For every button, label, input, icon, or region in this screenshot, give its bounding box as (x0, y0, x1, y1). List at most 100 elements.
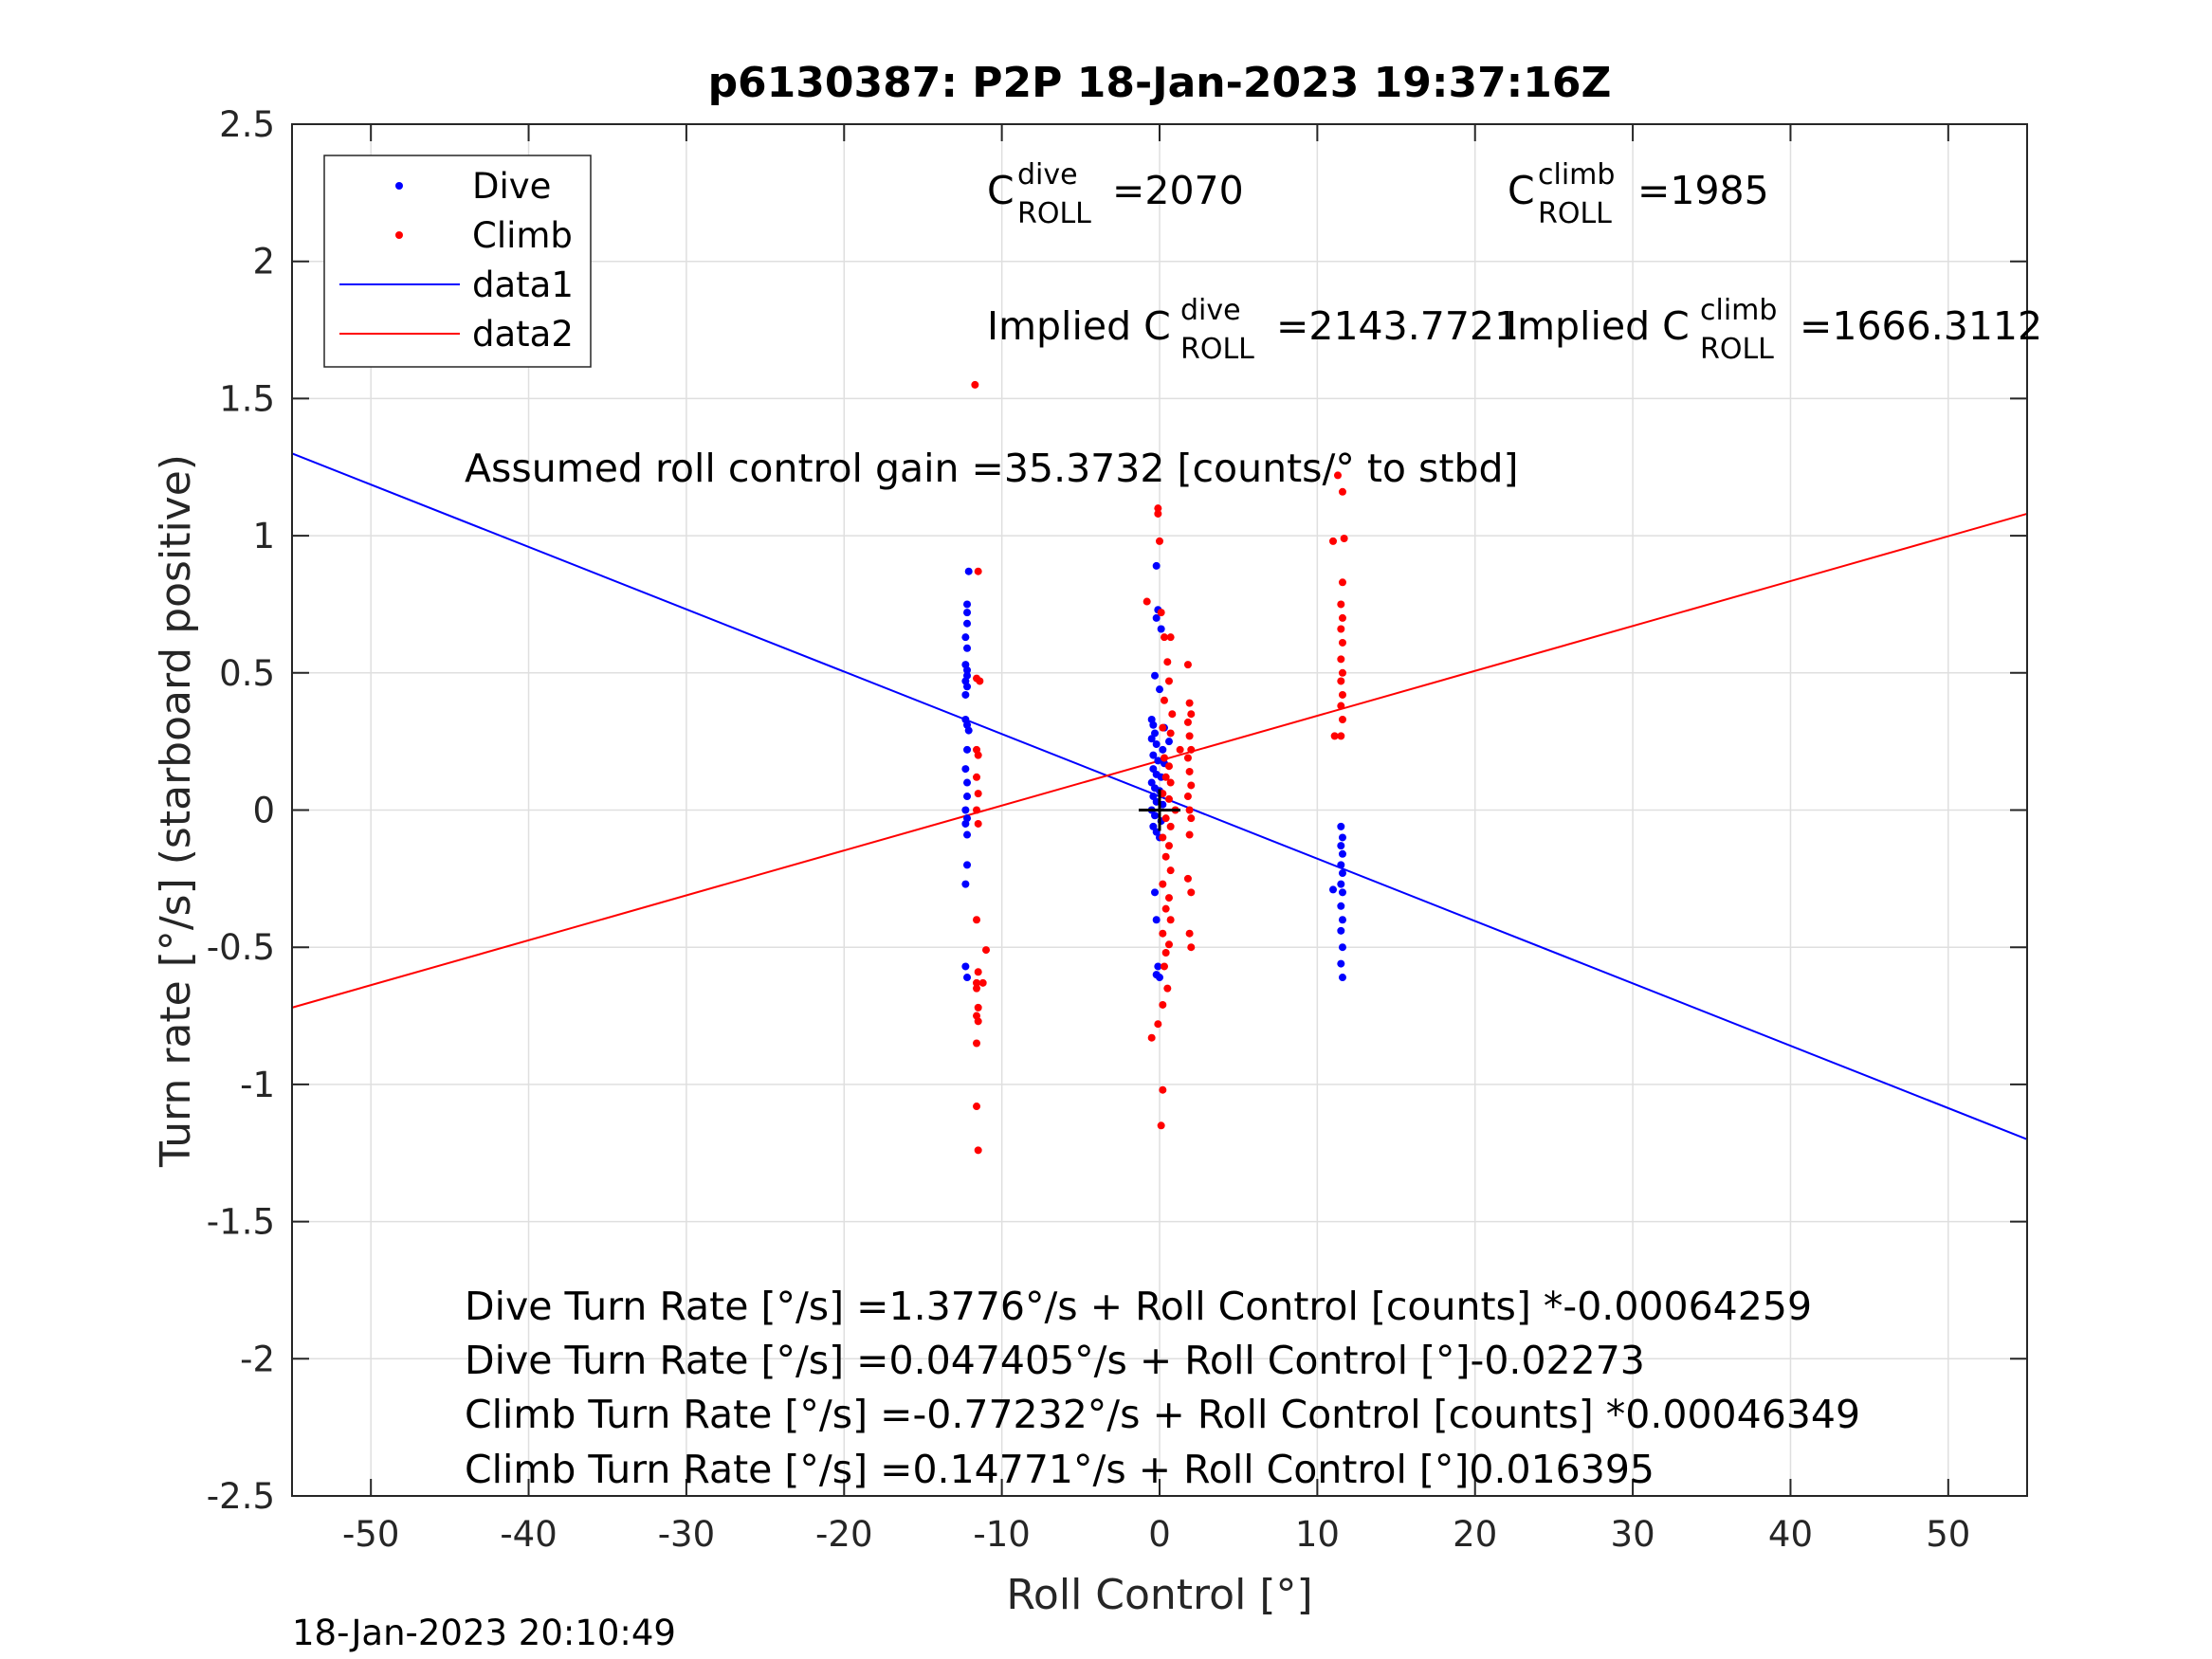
dive-point (1151, 811, 1160, 820)
y-tick-label: 0.5 (219, 653, 275, 694)
implied-climb-sup: climb (1700, 294, 1777, 327)
dive-point (1337, 926, 1345, 935)
climb-point (1161, 904, 1170, 913)
dive-point (963, 609, 972, 617)
climb-point (974, 1003, 982, 1012)
dive-point (963, 745, 972, 754)
climb-point (1337, 655, 1345, 664)
dive-point (1152, 613, 1161, 622)
climb-point (976, 677, 984, 685)
implied-dive-sub: ROLL (1180, 333, 1254, 366)
dive-point (963, 683, 972, 691)
dive-point (1159, 745, 1167, 754)
c-dive-sub: ROLL (1017, 197, 1091, 230)
c-dive-sup: dive (1017, 158, 1078, 191)
dive-point (961, 806, 970, 814)
dive-point (1147, 735, 1156, 743)
dive-point (963, 644, 972, 652)
climb-point (1161, 814, 1170, 823)
x-tick-label: -20 (815, 1514, 872, 1555)
climb-point (1164, 894, 1173, 902)
climb-point (1159, 833, 1167, 842)
climb-point (1187, 814, 1196, 823)
dive-point (963, 778, 972, 787)
dive-point (1149, 751, 1158, 759)
dive-point (963, 793, 972, 801)
climb-point (1338, 638, 1346, 647)
x-tick-label: -50 (342, 1514, 399, 1555)
x-tick-label: 30 (1611, 1514, 1655, 1555)
implied-climb-prefix: Implied C (1506, 303, 1690, 349)
dive-point (1149, 720, 1158, 729)
climb-point (974, 968, 982, 976)
climb-point (1154, 509, 1162, 518)
climb-point (973, 978, 981, 987)
climb-point (1338, 487, 1346, 496)
climb-point (1154, 1020, 1162, 1029)
climb-point (1185, 767, 1194, 775)
dive-point (963, 600, 972, 609)
climb-point (1338, 578, 1346, 587)
legend-label-data2: data2 (472, 314, 574, 355)
climb-point (1185, 806, 1194, 814)
climb-point (1183, 874, 1192, 883)
climb-point (1157, 609, 1165, 617)
legend-label-data1: data1 (472, 264, 574, 305)
legend-entries: Dive Climb data1 data2 (339, 166, 574, 355)
c-climb-sub: ROLL (1538, 197, 1612, 230)
climb-point (1166, 778, 1175, 787)
dive-point (1152, 916, 1161, 924)
climb-point (982, 946, 990, 955)
climb-point (1156, 537, 1163, 545)
climb-point (1166, 916, 1175, 924)
implied-climb-sub: ROLL (1700, 333, 1774, 366)
c-dive-value: =2070 (1112, 168, 1244, 213)
x-tick-labels: -50 -40 -30 -20 -10 0 10 20 30 40 50 (342, 1514, 1970, 1555)
dive-point (1149, 765, 1158, 774)
implied-climb-annotation: Implied C climb ROLL =1666.3112 (1506, 294, 2042, 366)
x-tick-label: -10 (973, 1514, 1030, 1555)
climb-point (1159, 723, 1167, 732)
y-tick-label: -1.5 (207, 1202, 275, 1243)
dive-point (1151, 729, 1160, 738)
axes-box (291, 123, 2028, 1497)
dive-point (1338, 869, 1346, 878)
climb-point (973, 984, 981, 993)
dive-point (961, 765, 970, 774)
climb-point (1166, 729, 1175, 738)
climb-point (1147, 1033, 1156, 1042)
dive-point (1154, 962, 1162, 971)
dive-point (1156, 974, 1163, 982)
c-climb-annotation: C climb ROLL =1985 (1508, 158, 1769, 230)
climb-point (1337, 702, 1345, 710)
y-tick-label: 1.5 (219, 378, 275, 419)
dive-point (1338, 888, 1346, 897)
climb-point (1185, 732, 1194, 740)
dive-point (1337, 822, 1345, 830)
y-tick-label: 1 (252, 516, 275, 556)
dive-point (963, 665, 972, 674)
x-tick-label: -40 (500, 1514, 557, 1555)
climb-point (1164, 762, 1173, 771)
y-tick-label: -2 (240, 1339, 275, 1379)
climb-point (1160, 754, 1168, 762)
climb-point (1333, 471, 1342, 480)
climb-point (1164, 794, 1173, 803)
x-tick-label: 50 (1926, 1514, 1970, 1555)
climb-point (1161, 852, 1170, 861)
dive-point (1338, 974, 1346, 982)
climb-point (1166, 633, 1175, 642)
y-tick-label: -1 (240, 1065, 275, 1105)
c-climb-sup: climb (1538, 158, 1615, 191)
dive-point (1151, 888, 1160, 897)
dive-point (1156, 685, 1163, 694)
dive-point (1151, 671, 1160, 680)
climb-point (1159, 1085, 1167, 1094)
climb-point (1187, 745, 1196, 754)
climb-point (978, 978, 987, 987)
climb-point (1168, 710, 1177, 719)
climb-point (1338, 690, 1346, 699)
y-tick-labels: 2.5 2 1.5 1 0.5 0 -0.5 -1 -1.5 -2 -2.5 (207, 104, 275, 1517)
climb-point (1166, 822, 1175, 830)
